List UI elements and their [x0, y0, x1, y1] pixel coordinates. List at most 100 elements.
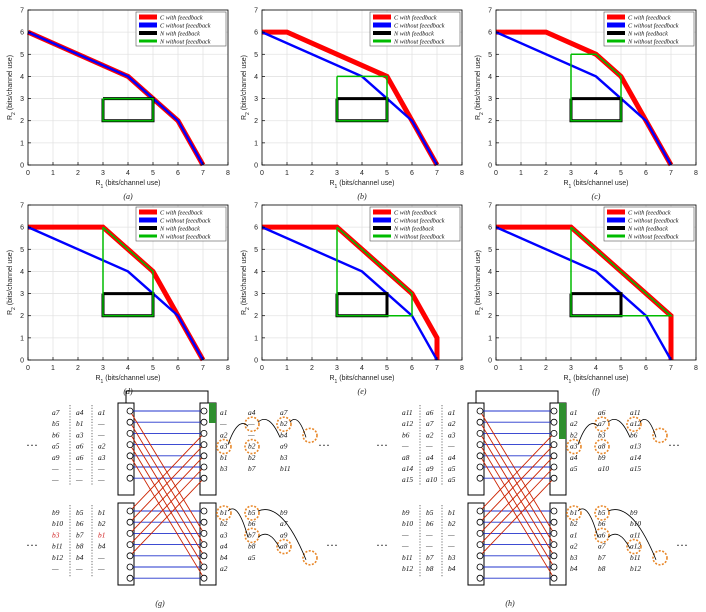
- legend-entry: N without feeedback: [159, 39, 211, 46]
- ellipsis: ···: [26, 538, 38, 552]
- y-tick-label: 2: [254, 118, 258, 125]
- rx-node: [200, 541, 208, 548]
- x-tick-label: 5: [619, 365, 623, 372]
- top-col-2-symbol: a1: [448, 408, 455, 417]
- bot-col-1-symbol: b5: [426, 508, 434, 517]
- legend-entry: N without feeedback: [159, 234, 211, 241]
- top-col-1-symbol: a3: [76, 430, 84, 439]
- rx1-symbol: a2: [570, 419, 578, 428]
- x-tick-label: 8: [460, 170, 464, 177]
- panel-caption: (e): [358, 387, 367, 396]
- legend-entry: C without feeedback: [160, 23, 211, 30]
- chart-panel-c: 0 1 2 3 4 5 6 7 8 0 1 2 3 4 5 6 7 R1 (bits/channel use) R2…: [475, 8, 698, 202]
- panel-caption: (b): [357, 192, 367, 201]
- top-col-2-symbol: a3: [98, 453, 106, 462]
- y-tick-label: 1: [254, 335, 258, 342]
- rx-node: [200, 463, 208, 471]
- bot-col-1-symbol: —: [75, 564, 83, 573]
- diagram-g: ··· ··· a7 b5 b6 a5 a9 — — a4 b1 a3 a6 a6 — — a1 — — a2 a3 — —…: [26, 390, 338, 608]
- tx-node: [476, 518, 484, 526]
- top-col-2-symbol: a5: [448, 464, 456, 473]
- top-col-1-symbol: —: [425, 442, 433, 451]
- x-tick-label: 8: [226, 365, 230, 372]
- bot-col-1-symbol: b6: [426, 519, 434, 528]
- rx-node: [550, 552, 558, 560]
- forward-arrow: [607, 509, 657, 560]
- y-tick-label: 0: [20, 358, 24, 365]
- x-tick-label: 3: [101, 365, 105, 372]
- cross-link: [129, 455, 205, 534]
- rx2-symbol: a9: [280, 530, 288, 539]
- ellipsis: ···: [326, 538, 338, 552]
- x-tick-label: 1: [51, 170, 55, 177]
- top-col-0-symbol: a7: [52, 408, 60, 417]
- bot-col-1-symbol: b5: [76, 508, 84, 517]
- tx-node: [126, 441, 134, 449]
- rx1-symbol: a9: [280, 442, 288, 451]
- rx2-symbol: b3: [570, 553, 578, 562]
- legend-entry: N without feeedback: [393, 39, 445, 46]
- x-axis-label: R1 (bits/channel use): [329, 180, 394, 190]
- bot-col-0-symbol: b9: [52, 508, 60, 517]
- tx-node: [126, 563, 134, 571]
- panel-caption: (f): [592, 387, 600, 396]
- x-tick-label: 6: [644, 170, 648, 177]
- rx1-symbol: b9: [598, 453, 606, 462]
- x-tick-label: 4: [594, 170, 598, 177]
- tx-node: [476, 441, 484, 449]
- top-col-1-symbol: a6: [76, 453, 84, 462]
- rx-node: [550, 452, 558, 460]
- decoded-symbol-marker: [652, 427, 668, 444]
- forward-arrow: [577, 423, 599, 445]
- bot-col-2-symbol: b2: [98, 519, 106, 528]
- rx1-symbol: b2: [248, 453, 256, 462]
- y-tick-label: 4: [488, 74, 492, 81]
- x-tick-label: 4: [360, 170, 364, 177]
- bot-col-2-symbol: b3: [448, 553, 456, 562]
- y-tick-label: 0: [488, 358, 492, 365]
- legend-entry: C with feeedback: [628, 210, 671, 217]
- bot-col-0-symbol: b9: [402, 508, 410, 517]
- top-col-1-symbol: a10: [426, 475, 437, 484]
- tx-node: [476, 563, 484, 571]
- rx2-symbol: a2: [570, 542, 578, 551]
- x-tick-label: 4: [126, 170, 130, 177]
- legend-entry: N without feeedback: [627, 234, 679, 241]
- top-col-2-symbol: —: [97, 464, 105, 473]
- rx1-symbol: a12: [630, 419, 641, 428]
- rx1-symbol: b3: [220, 464, 228, 473]
- bot-col-0-symbol: b3: [52, 530, 60, 539]
- decoded-symbol-marker: [594, 438, 610, 455]
- tx-node: [126, 474, 134, 482]
- tx-node: [126, 574, 134, 582]
- cross-link: [479, 455, 555, 534]
- tx-node: [476, 552, 484, 560]
- x-tick-label: 3: [335, 170, 339, 177]
- top-col-1-symbol: b1: [76, 419, 83, 428]
- cross-link: [129, 444, 205, 523]
- legend-entry: N with feedback: [159, 226, 200, 233]
- legend-entry: N with feedback: [159, 31, 200, 38]
- bot-col-1-symbol: b6: [76, 519, 84, 528]
- cross-link: [129, 466, 205, 545]
- rx1-symbol: b7: [248, 464, 256, 473]
- rx1-symbol: a2: [220, 430, 228, 439]
- rx2-symbol: a4: [220, 542, 228, 551]
- y-tick-label: 0: [254, 163, 258, 170]
- y-tick-label: 7: [20, 8, 24, 15]
- rx-node: [200, 530, 208, 537]
- bot-col-1-symbol: —: [425, 542, 433, 551]
- forward-arrow: [227, 423, 249, 445]
- rx2-symbol: b6: [598, 519, 606, 528]
- rx1-symbol: —: [219, 419, 227, 428]
- top-col-0-symbol: a14: [402, 464, 413, 473]
- top-col-2-symbol: a1: [98, 408, 105, 417]
- bot-col-2-symbol: b1: [98, 508, 105, 517]
- rx-node: [200, 574, 208, 582]
- bot-col-2-symbol: b2: [448, 519, 456, 528]
- rx-node: [550, 541, 558, 548]
- rx1-symbol: b2: [570, 430, 578, 439]
- rx-node: [200, 441, 208, 449]
- forward-arrow: [577, 508, 599, 538]
- decoded-symbol-marker: [244, 438, 260, 455]
